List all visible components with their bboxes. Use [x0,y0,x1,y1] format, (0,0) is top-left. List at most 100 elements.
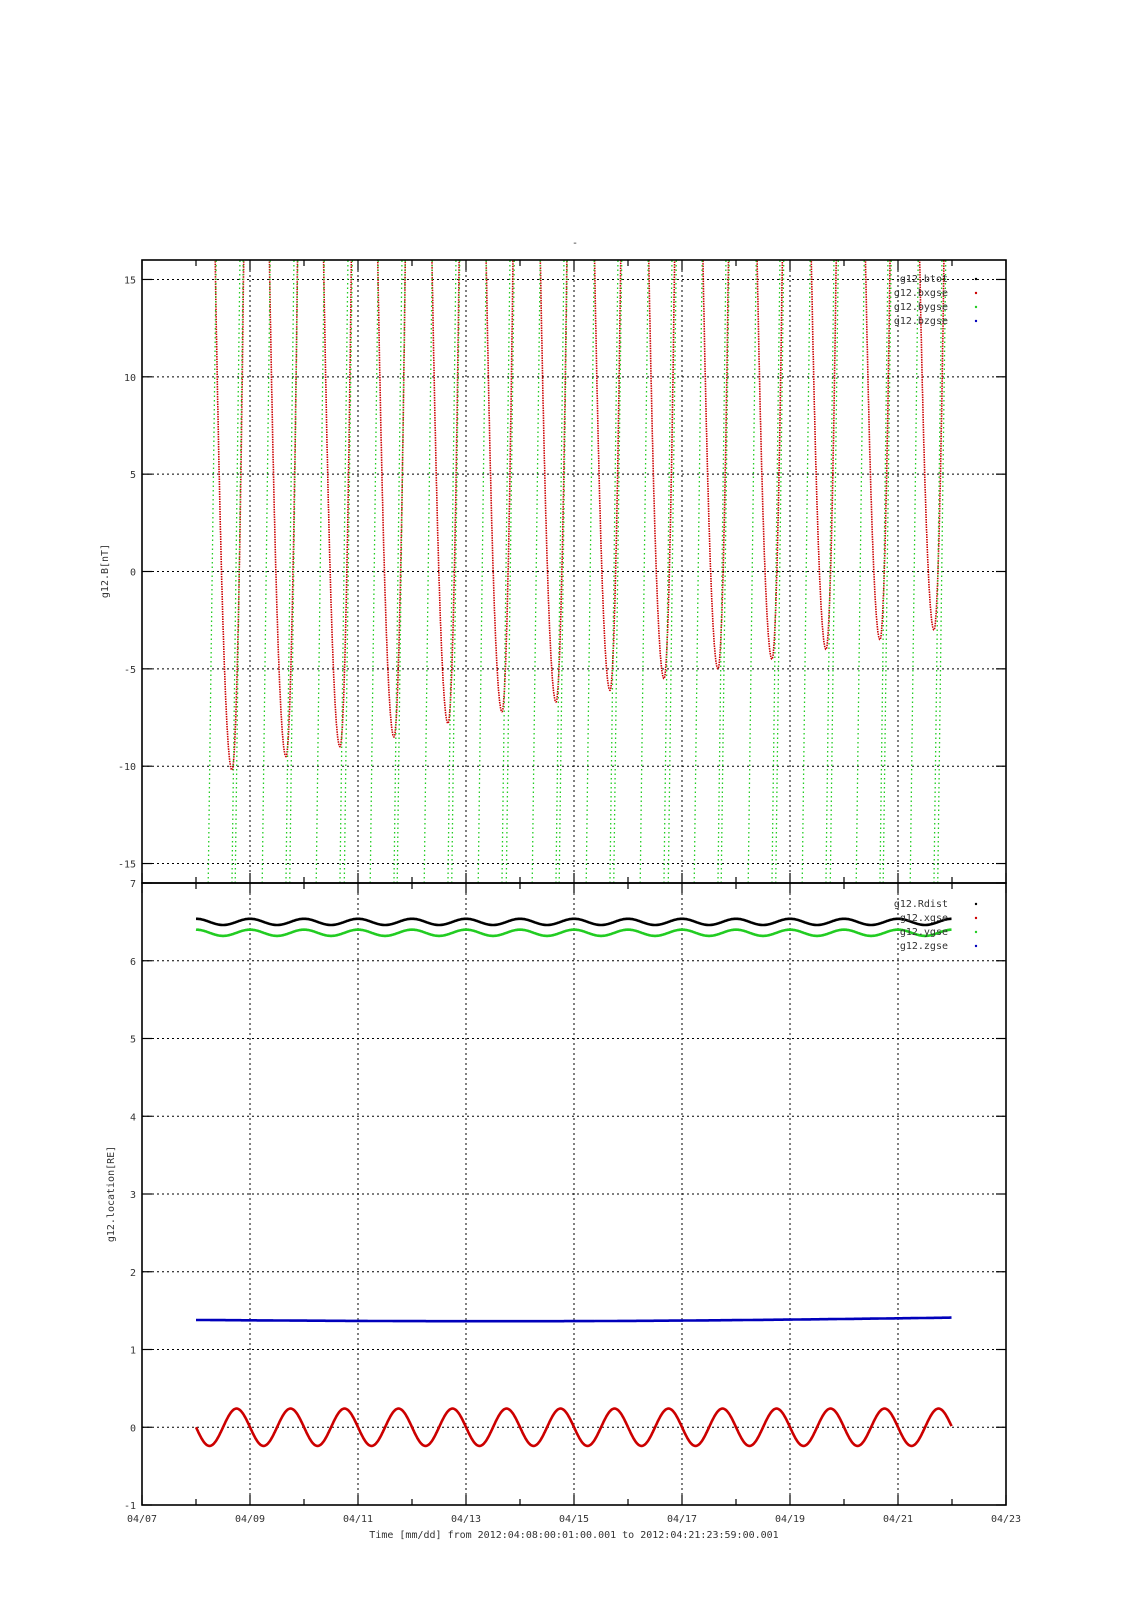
series-bygse-line [369,260,379,883]
series-bygse-line [558,260,568,883]
location-y-tick-label: 5 [130,1035,136,1046]
series-bygse-line [531,260,541,883]
chart-title: - [572,238,578,249]
location-y-tick-label: 0 [130,1423,136,1434]
x-axis: 04/07 04/09 04/11 04/13 04/15 04/17 04/19 04/21… [127,260,1021,1525]
series-bygse-line [717,260,727,883]
series-bygse-line [477,260,487,883]
b-legend-label: g12.bzgse [894,316,948,327]
series-bygse-line [285,260,295,883]
series-bygse-line [393,260,403,883]
b-y-tick-label: 15 [124,275,136,286]
x-tick-label: 04/13 [451,1514,481,1525]
b-y-tick-label: 10 [124,373,136,384]
series-bygse-line [825,260,835,883]
x-tick-label: 04/09 [235,1514,265,1525]
location-y-tick-label: 6 [130,957,136,968]
x-tick-label: 04/17 [667,1514,697,1525]
series-bygse-line [261,260,271,883]
magnetic-field-panel: -15 -10 -5 0 5 10 15 g12.B[nT] g12.btot g12.bxg… [100,259,1007,884]
series-bygse-line [289,260,299,883]
location-legend-marker [974,902,978,906]
series-bygse-line [747,260,757,883]
series-bygse-line [937,260,947,883]
location-legend-marker [974,944,978,948]
series-bygse-line [693,260,703,883]
series-bygse-line [771,260,781,883]
b-legend-marker [974,291,978,295]
b-legend-marker [974,305,978,309]
series-bygse-line [234,260,244,883]
location-legend-label: g12.Rdist [894,899,948,910]
location-legend-marker [974,930,978,934]
location-series [194,917,953,1448]
series-bygse-line [639,260,649,883]
series-zgse-line [196,1316,952,1323]
series-bygse-line [667,260,677,883]
location-y-axis-label: g12.location[RE] [106,1146,117,1242]
location-y-tick-label: 4 [130,1112,136,1123]
location-y-tick-label: 1 [130,1346,136,1357]
b-y-tick-label: -15 [118,860,136,871]
series-bygse-line [423,260,433,883]
location-legend-marker [974,916,978,920]
location-grid [142,883,1006,1505]
b-y-axis: -15 -10 -5 0 5 10 15 [118,275,1006,871]
series-ygse-line [195,928,952,938]
location-legend-label: g12.zgse [900,941,948,952]
location-y-tick-label: 3 [130,1190,136,1201]
x-tick-label: 04/23 [991,1514,1021,1525]
series-bygse-line [879,260,889,883]
location-y-tick-label: 2 [130,1268,136,1279]
series-bygse-line [775,260,785,883]
series-bygse-line [585,260,595,883]
location-legend-label: g12.ygse [900,927,948,938]
series-xgse-line [194,1407,953,1448]
location-legend-label: g12.xgse [900,913,948,924]
series-bygse-line [501,260,511,883]
x-tick-label: 04/11 [343,1514,373,1525]
series-bygse-line [609,260,619,883]
location-y-tick-label: -1 [124,1501,136,1512]
series-bygse-line [613,260,623,883]
b-legend-marker [974,319,978,323]
x-tick-label: 04/19 [775,1514,805,1525]
b-legend-marker [974,277,978,281]
series-bygse-line [207,260,217,883]
series-bygse-line [855,260,865,883]
series-bygse-line [396,260,406,883]
b-legend-label: g12.bygse [894,302,948,313]
series-bygse-line [343,260,353,883]
b-y-axis-label: g12.B[nT] [100,544,111,598]
series-bygse-line [231,260,241,883]
b-y-tick-label: 5 [130,470,136,481]
series-bygse-line [882,260,892,883]
b-y-tick-label: -10 [118,762,136,773]
series-bygse-line [451,260,461,883]
series-bygse-line [505,260,515,883]
series-bygse-line [909,260,919,883]
series-bygse-line [447,260,457,883]
b-series [207,260,947,883]
series-bygse-line [555,260,565,883]
series-bygse-line [339,260,349,883]
b-legend: g12.btot g12.bxgse g12.bygse g12.bzgse [894,274,978,327]
series-bygse-line [801,260,811,883]
x-tick-label: 04/21 [883,1514,913,1525]
b-y-tick-label: 0 [130,568,136,579]
b-y-tick-label: -5 [124,665,136,676]
b-grid [142,260,1006,883]
location-legend: g12.Rdist g12.xgse g12.ygse g12.zgse [894,899,978,952]
series-bygse-line [663,260,673,883]
series-bygse-line [829,260,839,883]
series-rdist-line [196,917,952,927]
b-legend-label: g12.bxgse [894,288,948,299]
location-y-axis: -1 0 1 2 3 4 5 6 7 [124,879,1006,1512]
series-bygse-line [315,260,325,883]
x-axis-label: Time [mm/dd] from 2012:04:08:00:01:00.00… [369,1530,778,1541]
location-y-tick-label: 7 [130,879,136,890]
b-legend-label: g12.btot [900,274,948,285]
series-bygse-line [933,260,943,883]
